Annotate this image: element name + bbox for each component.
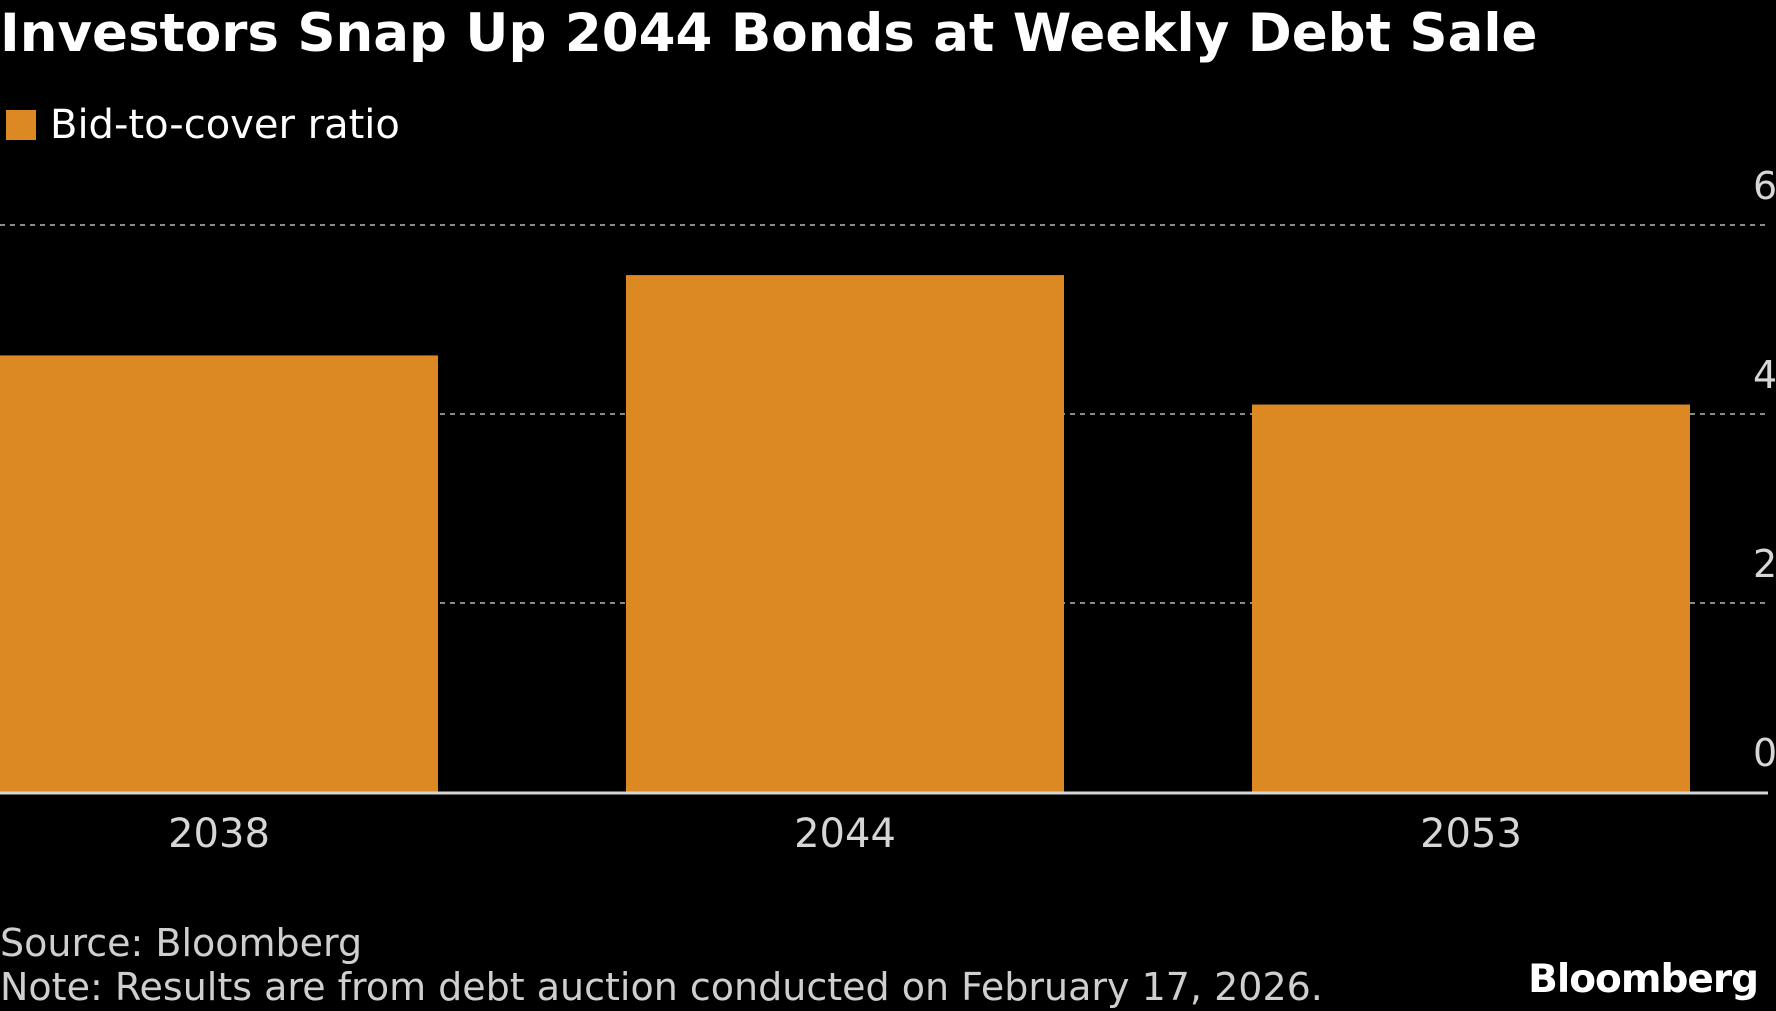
y-tick-label: 6 <box>1753 164 1776 208</box>
x-tick-label-2053: 2053 <box>1420 811 1522 857</box>
source-note: Source: Bloomberg <box>0 921 363 965</box>
bar-2038 <box>0 355 438 792</box>
x-tick-labels: 2038 2044 2053 <box>168 811 1522 857</box>
legend: Bid-to-cover ratio <box>6 100 400 150</box>
y-tick-labels: 0 2 4 6 <box>1753 164 1776 775</box>
bars <box>0 275 1690 793</box>
x-tick-label-2038: 2038 <box>168 811 270 857</box>
footnote: Note: Results are from debt auction cond… <box>0 965 1323 1009</box>
y-tick-label: 2 <box>1753 542 1776 586</box>
y-tick-label: 4 <box>1753 353 1776 397</box>
bar-2053 <box>1252 404 1690 792</box>
y-tick-label: 0 <box>1753 731 1776 775</box>
chart-title: Investors Snap Up 2044 Bonds at Weekly D… <box>0 3 1538 64</box>
legend-label: Bid-to-cover ratio <box>50 102 400 148</box>
bar-2044 <box>626 275 1064 793</box>
x-tick-label-2044: 2044 <box>794 811 896 857</box>
bloomberg-logo: Bloomberg <box>1528 957 1759 1002</box>
legend-swatch <box>6 110 36 140</box>
